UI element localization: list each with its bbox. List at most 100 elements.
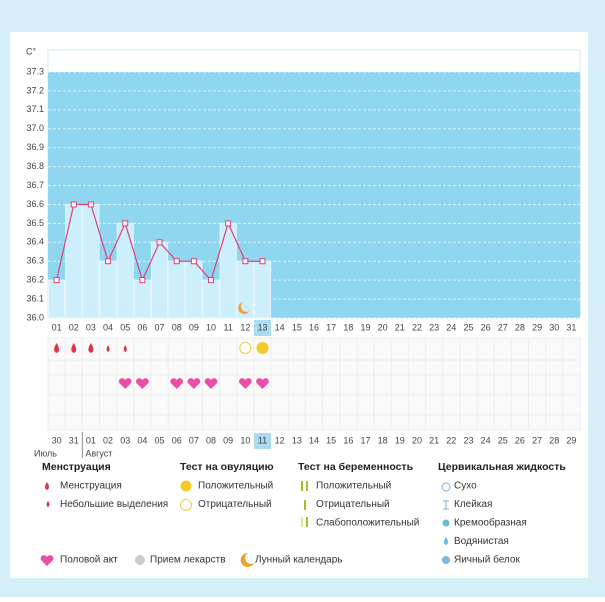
date-label: 15 [326, 435, 336, 445]
date-label: 18 [378, 435, 388, 445]
date-label: 07 [189, 435, 199, 445]
icon-drop [45, 482, 49, 490]
x-tick-label: 18 [343, 322, 353, 332]
legend-item: Слабоположительный [316, 517, 419, 529]
menstruation-mark [54, 343, 60, 353]
temp-bar [202, 279, 220, 319]
icon-dry [441, 482, 451, 492]
icon-tests [301, 481, 308, 527]
x-tick-label: 07 [155, 322, 165, 332]
date-label: 01 [86, 435, 96, 445]
sex-mark [170, 378, 184, 389]
x-tick-label: 01 [52, 322, 62, 332]
legend-item: Отрицательный [198, 499, 272, 510]
x-tick-label: 22 [412, 322, 422, 332]
temp-point [225, 220, 232, 227]
temp-bar [99, 260, 117, 319]
legend-item: Кремообразная [454, 517, 527, 529]
sex-mark [187, 378, 201, 389]
spotting-mark [123, 345, 127, 352]
x-tick-label: 16 [309, 322, 319, 332]
date-label: 23 [463, 435, 473, 445]
temp-point [122, 220, 129, 227]
x-tick-label: 03 [86, 322, 96, 332]
x-tick-label: 02 [69, 322, 79, 332]
legend-header: Тест на овуляцию [180, 461, 274, 473]
spotting-mark [106, 345, 110, 352]
date-label: 08 [206, 435, 216, 445]
temp-bar [116, 222, 134, 319]
date-label: 27 [532, 435, 542, 445]
date-label: 21 [429, 435, 439, 445]
temp-point [156, 239, 163, 246]
x-tick-label: 24 [446, 322, 456, 332]
legend-header: Цервикальная жидкость [438, 461, 566, 473]
x-tick-label: 20 [378, 322, 388, 332]
legend-item: Небольшие выделения [60, 498, 168, 510]
lunar-mark [238, 302, 250, 314]
legend-item: Клейкая [454, 499, 492, 510]
date-label: 14 [309, 435, 319, 445]
x-tick-label: 04 [103, 322, 113, 332]
legend-item: Прием лекарств [150, 555, 226, 566]
legend-header: Тест на беременность [298, 461, 414, 473]
y-tick-label: 36.4 [26, 237, 44, 247]
x-tick-label: 12 [240, 322, 250, 332]
date-label: 12 [275, 435, 285, 445]
temp-bar [185, 260, 203, 319]
date-label: 24 [481, 435, 491, 445]
temp-bar [253, 260, 272, 319]
date-label: 29 [566, 435, 576, 445]
icon-creamy [442, 519, 450, 527]
sex-mark [118, 378, 132, 389]
x-tick-label: 09 [189, 322, 199, 332]
x-tick-label: 15 [292, 322, 302, 332]
y-tick-label: 37.3 [26, 66, 44, 76]
date-label: 02 [103, 435, 113, 445]
x-tick-label: 08 [172, 322, 182, 332]
icon-negative [180, 499, 192, 511]
x-tick-label: 28 [515, 322, 525, 332]
x-tick-label: 30 [549, 322, 559, 332]
x-tick-label: 13 [258, 322, 268, 332]
icon-positive [180, 480, 192, 492]
date-label: 28 [549, 435, 559, 445]
y-tick-label: 36.2 [26, 275, 44, 285]
date-label: 13 [292, 435, 302, 445]
y-tick-label: 36.1 [26, 293, 44, 303]
y-tick-label: 36.7 [26, 180, 44, 190]
y-tick-label: 36.6 [26, 199, 44, 209]
temp-bar [48, 279, 66, 319]
sex-mark [256, 378, 269, 389]
menstruation-mark [88, 343, 94, 353]
y-tick-label: 36.9 [26, 142, 44, 152]
date-label: 16 [343, 435, 353, 445]
temp-bar [133, 279, 151, 319]
temp-point [70, 201, 77, 208]
temp-point [208, 277, 215, 284]
legend-item: Менструация [60, 481, 122, 492]
date-label: 25 [498, 435, 508, 445]
x-tick-label: 14 [275, 322, 285, 332]
x-tick-label: 27 [498, 322, 508, 332]
x-tick-label: 21 [395, 322, 405, 332]
date-label: 19 [395, 435, 405, 445]
legend-item: Половой акт [60, 555, 118, 566]
sex-mark [204, 378, 218, 389]
legend-item: Положительный [198, 481, 273, 492]
x-tick-label: 26 [481, 322, 491, 332]
temp-point [259, 258, 266, 265]
x-tick-label: 31 [566, 322, 576, 332]
x-tick-label: 06 [137, 322, 147, 332]
month-label: Август [85, 448, 112, 458]
temp-point [242, 258, 249, 265]
temp-point [190, 258, 197, 265]
temp-point [87, 201, 94, 208]
date-label: 20 [412, 435, 422, 445]
date-label: 11 [258, 435, 267, 445]
x-tick-label: 10 [206, 322, 216, 332]
legend-item: Водянистая [454, 536, 509, 547]
x-tick-label: 19 [360, 322, 370, 332]
legend-item: Лунный календарь [255, 555, 343, 566]
